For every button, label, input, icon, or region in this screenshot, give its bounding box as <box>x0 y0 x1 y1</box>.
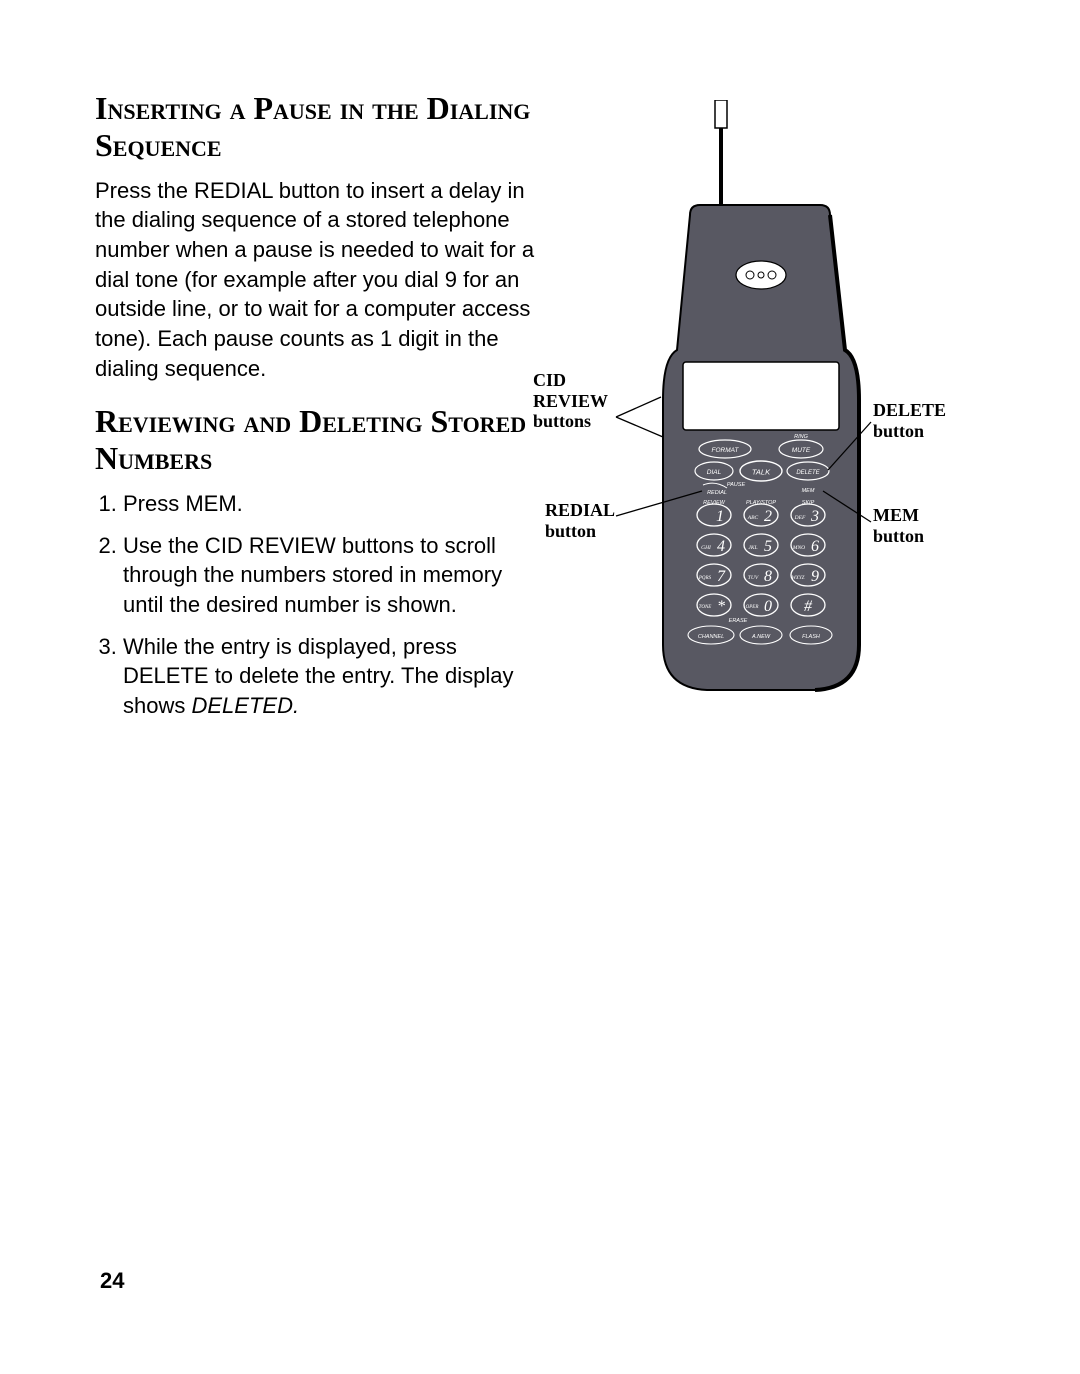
svg-text:TONE: TONE <box>699 605 712 610</box>
callout-cid-review-l3: buttons <box>533 411 591 431</box>
callout-delete-l2: button <box>873 421 924 441</box>
step-1: Press MEM. <box>123 489 545 519</box>
section2-steps: Press MEM. Use the CID REVIEW buttons to… <box>95 489 545 721</box>
svg-text:4: 4 <box>717 538 725 555</box>
callout-cid-review-l1: CID <box>533 370 566 390</box>
svg-text:DELETE: DELETE <box>796 470 820 476</box>
svg-text:A.NEW: A.NEW <box>751 634 771 640</box>
svg-text:3: 3 <box>810 508 819 525</box>
svg-text:2: 2 <box>764 508 772 525</box>
svg-text:0: 0 <box>764 598 772 615</box>
callout-mem: MEM button <box>873 505 924 546</box>
svg-text:TUV: TUV <box>748 575 759 581</box>
callout-mem-l1: MEM <box>873 505 919 525</box>
svg-text:OPER: OPER <box>746 605 759 610</box>
svg-text:TALK: TALK <box>752 468 771 477</box>
left-text-column: Inserting a Pause in the Dialing Sequenc… <box>95 90 545 733</box>
svg-text:CHANNEL: CHANNEL <box>698 634 724 640</box>
svg-text:1: 1 <box>716 508 724 525</box>
svg-text:JKL: JKL <box>748 545 757 551</box>
phone-diagram-column: RING FORMAT MUTE DIAL TALK DELETE PAUSE <box>545 90 985 733</box>
svg-text:PLAY/STOP: PLAY/STOP <box>746 500 776 506</box>
step-3-text: While the entry is displayed, press DELE… <box>123 634 514 718</box>
svg-text:#: # <box>804 598 813 615</box>
svg-text:ERASE: ERASE <box>729 618 748 624</box>
phone-diagram: RING FORMAT MUTE DIAL TALK DELETE PAUSE <box>545 100 985 700</box>
section1-body: Press the REDIAL button to insert a dela… <box>95 176 545 384</box>
svg-text:7: 7 <box>717 568 726 585</box>
section2-heading: Reviewing and Deleting Stored Numbers <box>95 403 545 477</box>
svg-text:REDIAL: REDIAL <box>707 490 727 496</box>
callout-cid-review: CID REVIEW buttons <box>533 370 608 432</box>
svg-text:FORMAT: FORMAT <box>712 447 740 454</box>
svg-text:*: * <box>717 598 725 615</box>
svg-text:RING: RING <box>794 434 808 440</box>
svg-text:MUTE: MUTE <box>792 447 811 454</box>
callout-mem-l2: button <box>873 526 924 546</box>
section1-heading: Inserting a Pause in the Dialing Sequenc… <box>95 90 545 164</box>
svg-text:FLASH: FLASH <box>802 634 820 640</box>
callout-redial-l1: REDIAL <box>545 500 615 520</box>
page-number: 24 <box>100 1268 124 1294</box>
svg-text:GHI: GHI <box>701 545 712 551</box>
step-2: Use the CID REVIEW buttons to scroll thr… <box>123 531 545 620</box>
callout-redial-l2: button <box>545 521 596 541</box>
svg-text:MNO: MNO <box>792 545 805 551</box>
callout-redial: REDIAL button <box>545 500 615 541</box>
callout-delete: DELETE button <box>873 400 946 441</box>
svg-text:WXYZ: WXYZ <box>792 576 805 581</box>
svg-text:9: 9 <box>811 568 819 585</box>
svg-text:SKIP: SKIP <box>802 500 815 506</box>
svg-text:5: 5 <box>764 538 772 555</box>
svg-text:6: 6 <box>811 538 819 555</box>
svg-text:PQRS: PQRS <box>698 576 712 581</box>
step-3-italic: DELETED. <box>191 693 299 718</box>
svg-text:PAUSE: PAUSE <box>727 482 746 488</box>
svg-text:DEF: DEF <box>794 515 806 521</box>
svg-text:ABC: ABC <box>747 515 759 521</box>
svg-text:MEM: MEM <box>802 488 815 494</box>
step-3: While the entry is displayed, press DELE… <box>123 632 545 721</box>
svg-text:8: 8 <box>764 568 772 585</box>
svg-text:DIAL: DIAL <box>707 469 722 476</box>
callout-delete-l1: DELETE <box>873 400 946 420</box>
callout-cid-review-l2: REVIEW <box>533 391 608 411</box>
